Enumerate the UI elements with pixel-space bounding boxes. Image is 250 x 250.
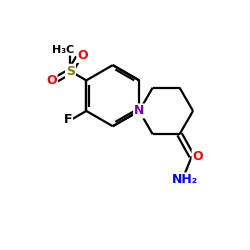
Text: O: O [192, 150, 203, 163]
Text: H₃C: H₃C [52, 45, 75, 55]
Text: N: N [134, 104, 144, 118]
Text: F: F [64, 113, 72, 126]
Text: O: O [78, 49, 88, 62]
Text: O: O [46, 74, 56, 87]
Text: NH₂: NH₂ [172, 174, 198, 186]
Text: S: S [66, 65, 75, 78]
